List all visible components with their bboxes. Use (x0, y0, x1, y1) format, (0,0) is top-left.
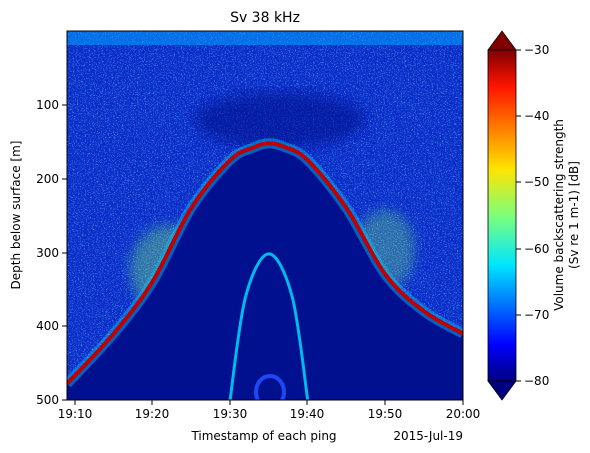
x-tick-label: 19:30 (213, 407, 248, 421)
x-tick-label: 19:20 (135, 407, 170, 421)
colorbar-label-line2: (Sv re 1 m-1) [dB] (567, 161, 581, 269)
x-tick-label: 19:40 (290, 407, 325, 421)
colorbar-extend-top (487, 30, 517, 51)
plot-frame (66, 30, 464, 401)
chart-title: Sv 38 kHz (230, 10, 300, 26)
colorbar-tick-label: −70 (524, 308, 549, 322)
echogram-image (67, 31, 463, 400)
third-echo (254, 374, 286, 400)
colorbar-extend-bottom (487, 380, 517, 401)
x-tick-label: 19:10 (58, 407, 93, 421)
colorbar-label-line1: Volume backscattering strength (552, 119, 566, 311)
colorbar-tick-label: −40 (524, 109, 549, 123)
y-tick-label: 400 (36, 319, 59, 333)
colorbar-tick-label: −80 (524, 374, 549, 388)
colorbar-tick-label: −50 (524, 175, 549, 189)
x-tick-label: 20:00 (446, 407, 481, 421)
second-echo (228, 252, 310, 400)
y-tick-label: 100 (36, 98, 59, 112)
colorbar: −30 −40 −50 −60 −70 −80 Volume backscatt… (487, 30, 581, 401)
dark-patch-top (195, 92, 365, 148)
below-seafloor-region (67, 143, 463, 400)
y-axis: 100 200 300 400 500 Depth below surface … (9, 98, 67, 407)
surface-layer (67, 31, 463, 45)
y-tick-label: 300 (36, 246, 59, 260)
colorbar-gradient (487, 49, 517, 382)
x-axis: 19:10 19:20 19:30 19:40 19:50 20:00 Time… (58, 400, 481, 443)
y-tick-label: 200 (36, 172, 59, 186)
x-date-label: 2015-Jul-19 (393, 429, 463, 443)
seafloor-echo (67, 141, 463, 386)
colorbar-tick-label: −60 (524, 242, 549, 256)
x-axis-label: Timestamp of each ping (190, 429, 336, 443)
colorbar-tick-label: −30 (524, 43, 549, 57)
y-axis-label: Depth below surface [m] (9, 141, 23, 290)
x-tick-label: 19:50 (368, 407, 403, 421)
y-tick-label: 500 (36, 393, 59, 407)
